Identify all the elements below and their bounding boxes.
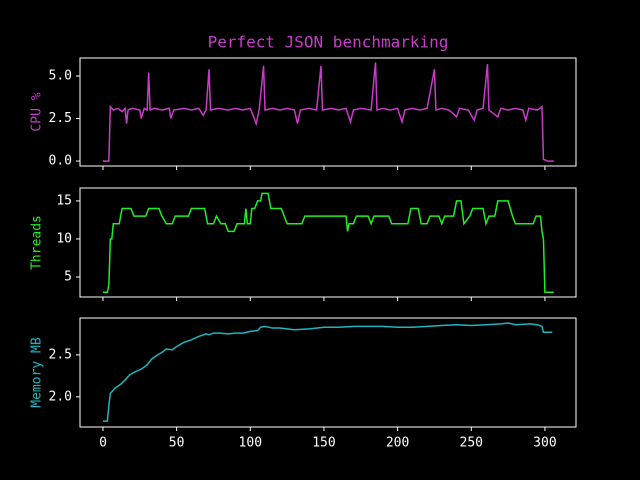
chart-title: Perfect JSON benchmarking: [208, 33, 449, 52]
y-tick-label: 2.0: [49, 389, 72, 404]
data-line: [102, 192, 554, 293]
y-axis-label: Threads: [30, 215, 45, 270]
y-tick-label: 2.5: [49, 347, 72, 362]
x-tick-label: 250: [460, 436, 483, 451]
x-tick-label: 150: [312, 436, 335, 451]
plot-frame: [79, 317, 577, 428]
plot-frame: [79, 187, 577, 298]
data-line: [102, 62, 554, 162]
x-tick-label: 100: [239, 436, 262, 451]
data-line: [102, 322, 553, 422]
x-tick-label: 200: [386, 436, 409, 451]
y-tick-label: 5.0: [49, 69, 72, 84]
x-tick-label: 50: [169, 436, 185, 451]
y-tick-label: 2.5: [49, 111, 72, 126]
y-tick-label: 15: [56, 193, 72, 208]
y-axis-label: Memory MB: [30, 337, 45, 408]
y-axis-label: CPU %: [30, 92, 45, 131]
plot-frame: [79, 57, 577, 167]
y-tick-label: 5: [64, 269, 72, 284]
x-tick-label: 300: [533, 436, 556, 451]
y-tick-label: 0.0: [49, 154, 72, 169]
x-tick-label: 0: [99, 436, 107, 451]
y-tick-label: 10: [56, 231, 72, 246]
